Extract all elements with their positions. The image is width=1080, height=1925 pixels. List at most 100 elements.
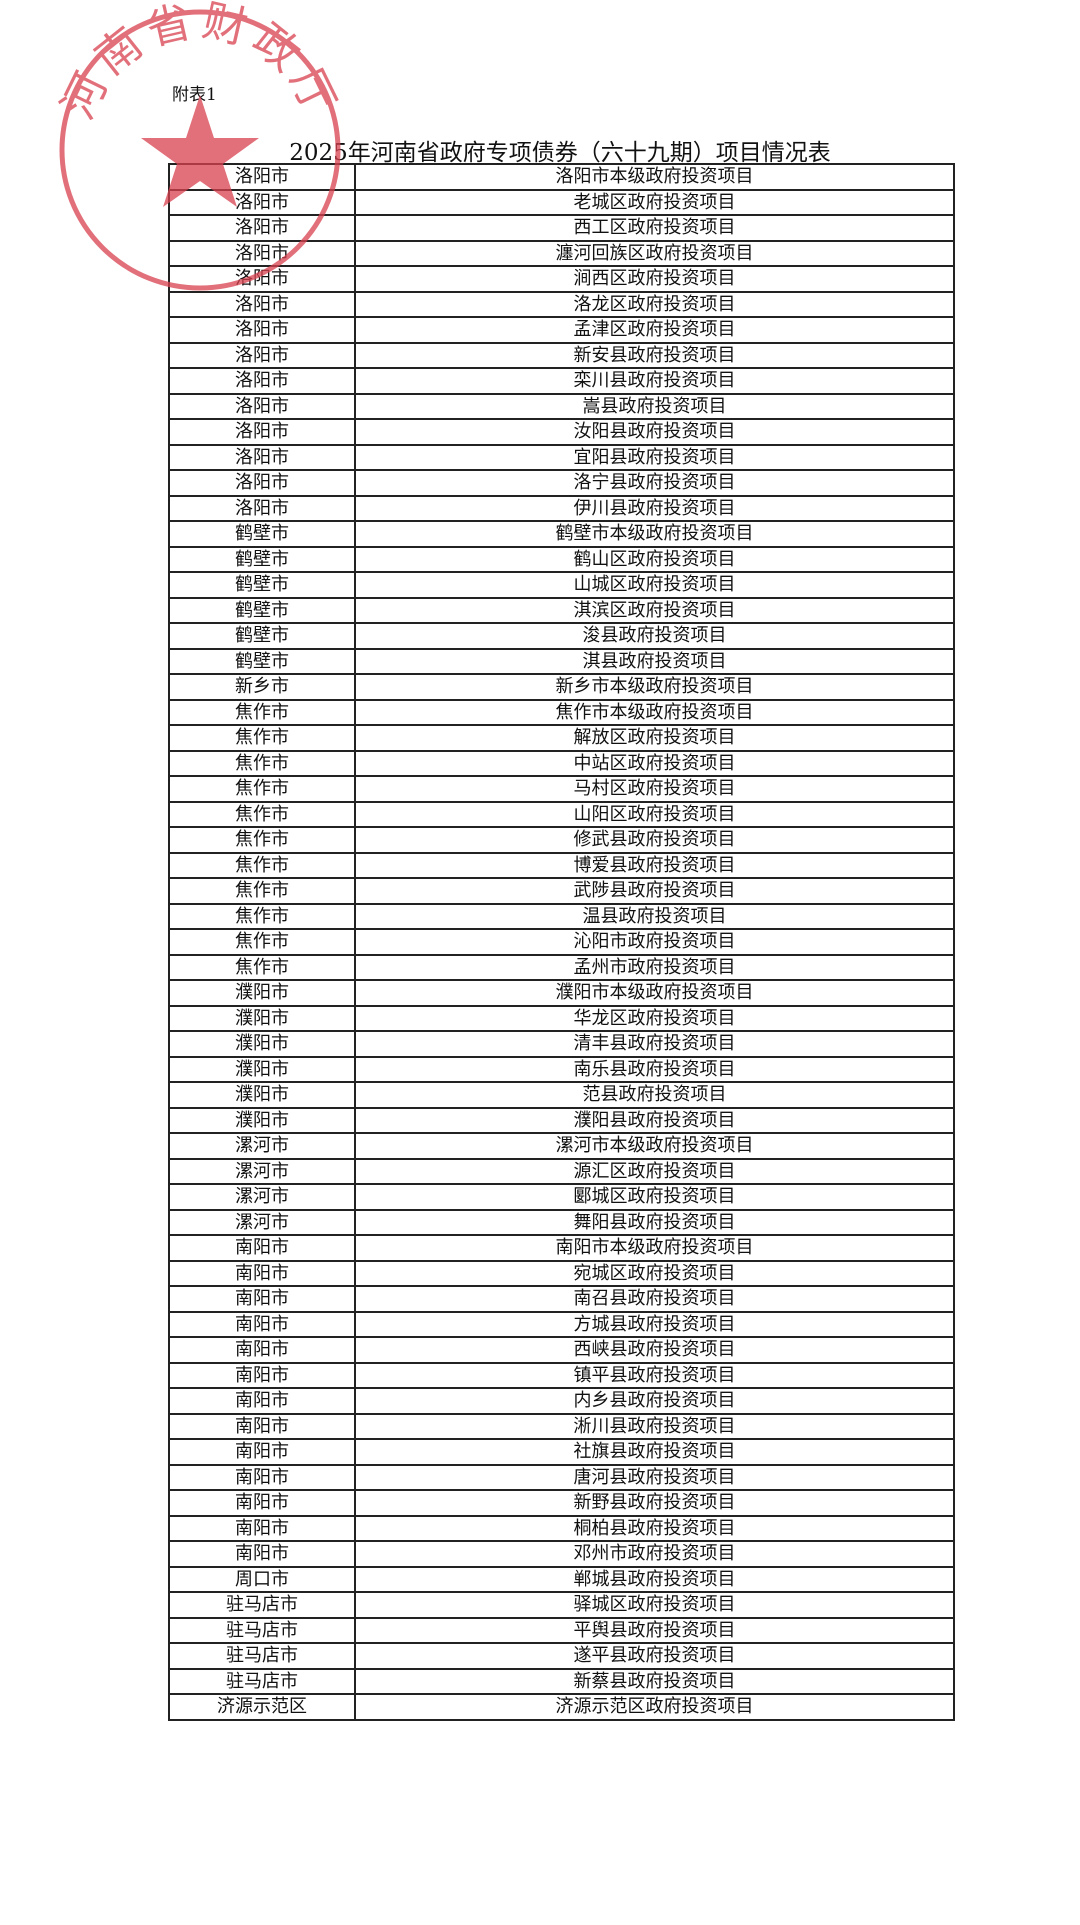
city-cell: 焦作市 bbox=[168, 775, 356, 803]
city-cell: 漯河市 bbox=[168, 1132, 356, 1160]
table-row: 焦作市 沁阳市政府投资项目 bbox=[168, 928, 955, 956]
project-cell: 源汇区政府投资项目 bbox=[354, 1157, 955, 1185]
table-row: 洛阳市 栾川县政府投资项目 bbox=[168, 367, 955, 395]
table-row: 漯河市 源汇区政府投资项目 bbox=[168, 1157, 955, 1185]
city-cell: 洛阳市 bbox=[168, 443, 356, 471]
city-cell: 南阳市 bbox=[168, 1489, 356, 1517]
table-row: 鹤壁市 淇县政府投资项目 bbox=[168, 647, 955, 675]
project-cell: 嵩县政府投资项目 bbox=[354, 392, 955, 420]
project-cell: 洛阳市本级政府投资项目 bbox=[354, 163, 955, 191]
project-cell: 驿城区政府投资项目 bbox=[354, 1591, 955, 1619]
city-cell: 南阳市 bbox=[168, 1259, 356, 1287]
table-row: 洛阳市 孟津区政府投资项目 bbox=[168, 316, 955, 344]
city-cell: 漯河市 bbox=[168, 1208, 356, 1236]
project-cell: 博爱县政府投资项目 bbox=[354, 851, 955, 879]
city-cell: 洛阳市 bbox=[168, 239, 356, 267]
table-row: 南阳市 淅川县政府投资项目 bbox=[168, 1412, 955, 1440]
project-cell: 濮阳县政府投资项目 bbox=[354, 1106, 955, 1134]
project-cell: 郸城县政府投资项目 bbox=[354, 1565, 955, 1593]
city-cell: 南阳市 bbox=[168, 1514, 356, 1542]
project-cell: 社旗县政府投资项目 bbox=[354, 1438, 955, 1466]
project-cell: 新安县政府投资项目 bbox=[354, 341, 955, 369]
city-cell: 南阳市 bbox=[168, 1310, 356, 1338]
table-row: 洛阳市 洛宁县政府投资项目 bbox=[168, 469, 955, 497]
project-cell: 鹤壁市本级政府投资项目 bbox=[354, 520, 955, 548]
project-cell: 温县政府投资项目 bbox=[354, 902, 955, 930]
project-cell: 漯河市本级政府投资项目 bbox=[354, 1132, 955, 1160]
table-row: 南阳市 桐柏县政府投资项目 bbox=[168, 1514, 955, 1542]
project-cell: 邓州市政府投资项目 bbox=[354, 1540, 955, 1568]
table-row: 洛阳市 西工区政府投资项目 bbox=[168, 214, 955, 242]
table-row: 濮阳市 范县政府投资项目 bbox=[168, 1081, 955, 1109]
project-cell: 栾川县政府投资项目 bbox=[354, 367, 955, 395]
table-row: 鹤壁市 淇滨区政府投资项目 bbox=[168, 596, 955, 624]
project-cell: 华龙区政府投资项目 bbox=[354, 1004, 955, 1032]
city-cell: 洛阳市 bbox=[168, 290, 356, 318]
city-cell: 南阳市 bbox=[168, 1412, 356, 1440]
city-cell: 洛阳市 bbox=[168, 316, 356, 344]
city-cell: 濮阳市 bbox=[168, 1081, 356, 1109]
city-cell: 驻马店市 bbox=[168, 1642, 356, 1670]
city-cell: 洛阳市 bbox=[168, 341, 356, 369]
table-row: 新乡市 新乡市本级政府投资项目 bbox=[168, 673, 955, 701]
table-row: 洛阳市 宜阳县政府投资项目 bbox=[168, 443, 955, 471]
project-cell: 西峡县政府投资项目 bbox=[354, 1336, 955, 1364]
table-row: 焦作市 中站区政府投资项目 bbox=[168, 749, 955, 777]
project-cell: 西工区政府投资项目 bbox=[354, 214, 955, 242]
project-cell: 宛城区政府投资项目 bbox=[354, 1259, 955, 1287]
city-cell: 南阳市 bbox=[168, 1361, 356, 1389]
table-row: 漯河市 郾城区政府投资项目 bbox=[168, 1183, 955, 1211]
project-cell: 瀍河回族区政府投资项目 bbox=[354, 239, 955, 267]
table-row: 鹤壁市 鹤山区政府投资项目 bbox=[168, 545, 955, 573]
city-cell: 洛阳市 bbox=[168, 418, 356, 446]
project-cell: 郾城区政府投资项目 bbox=[354, 1183, 955, 1211]
table-row: 焦作市 解放区政府投资项目 bbox=[168, 724, 955, 752]
city-cell: 漯河市 bbox=[168, 1157, 356, 1185]
table-row: 洛阳市 瀍河回族区政府投资项目 bbox=[168, 239, 955, 267]
project-cell: 鹤山区政府投资项目 bbox=[354, 545, 955, 573]
city-cell: 周口市 bbox=[168, 1565, 356, 1593]
project-table: 洛阳市 洛阳市本级政府投资项目 洛阳市 老城区政府投资项目 洛阳市 西工区政府投资项目 洛阳… bbox=[168, 163, 955, 1721]
city-cell: 焦作市 bbox=[168, 749, 356, 777]
city-cell: 南阳市 bbox=[168, 1285, 356, 1313]
city-cell: 鹤壁市 bbox=[168, 571, 356, 599]
project-cell: 洛宁县政府投资项目 bbox=[354, 469, 955, 497]
table-row: 焦作市 山阳区政府投资项目 bbox=[168, 800, 955, 828]
city-cell: 洛阳市 bbox=[168, 494, 356, 522]
project-cell: 宜阳县政府投资项目 bbox=[354, 443, 955, 471]
annex-label: 附表1 bbox=[172, 85, 217, 105]
city-cell: 鹤壁市 bbox=[168, 596, 356, 624]
project-cell: 中站区政府投资项目 bbox=[354, 749, 955, 777]
project-cell: 焦作市本级政府投资项目 bbox=[354, 698, 955, 726]
table-row: 洛阳市 嵩县政府投资项目 bbox=[168, 392, 955, 420]
city-cell: 濮阳市 bbox=[168, 1004, 356, 1032]
city-cell: 焦作市 bbox=[168, 826, 356, 854]
table-row: 洛阳市 洛阳市本级政府投资项目 bbox=[168, 163, 955, 191]
project-cell: 武陟县政府投资项目 bbox=[354, 877, 955, 905]
project-cell: 沁阳市政府投资项目 bbox=[354, 928, 955, 956]
project-cell: 方城县政府投资项目 bbox=[354, 1310, 955, 1338]
city-cell: 济源示范区 bbox=[168, 1693, 356, 1721]
project-cell: 南阳市本级政府投资项目 bbox=[354, 1234, 955, 1262]
page-title: 2025年河南省政府专项债券（六十九期）项目情况表 bbox=[289, 140, 831, 166]
city-cell: 南阳市 bbox=[168, 1234, 356, 1262]
project-cell: 遂平县政府投资项目 bbox=[354, 1642, 955, 1670]
table-row: 焦作市 温县政府投资项目 bbox=[168, 902, 955, 930]
project-cell: 伊川县政府投资项目 bbox=[354, 494, 955, 522]
svg-text:河南省财政厅: 河南省财政厅 bbox=[52, 0, 347, 127]
city-cell: 焦作市 bbox=[168, 698, 356, 726]
project-cell: 涧西区政府投资项目 bbox=[354, 265, 955, 293]
table-row: 濮阳市 濮阳县政府投资项目 bbox=[168, 1106, 955, 1134]
project-cell: 桐柏县政府投资项目 bbox=[354, 1514, 955, 1542]
project-cell: 山阳区政府投资项目 bbox=[354, 800, 955, 828]
city-cell: 洛阳市 bbox=[168, 392, 356, 420]
table-row: 鹤壁市 山城区政府投资项目 bbox=[168, 571, 955, 599]
project-cell: 济源示范区政府投资项目 bbox=[354, 1693, 955, 1721]
table-row: 洛阳市 老城区政府投资项目 bbox=[168, 188, 955, 216]
city-cell: 洛阳市 bbox=[168, 367, 356, 395]
project-cell: 清丰县政府投资项目 bbox=[354, 1030, 955, 1058]
table-row: 南阳市 内乡县政府投资项目 bbox=[168, 1387, 955, 1415]
city-cell: 洛阳市 bbox=[168, 188, 356, 216]
city-cell: 鹤壁市 bbox=[168, 520, 356, 548]
city-cell: 驻马店市 bbox=[168, 1616, 356, 1644]
